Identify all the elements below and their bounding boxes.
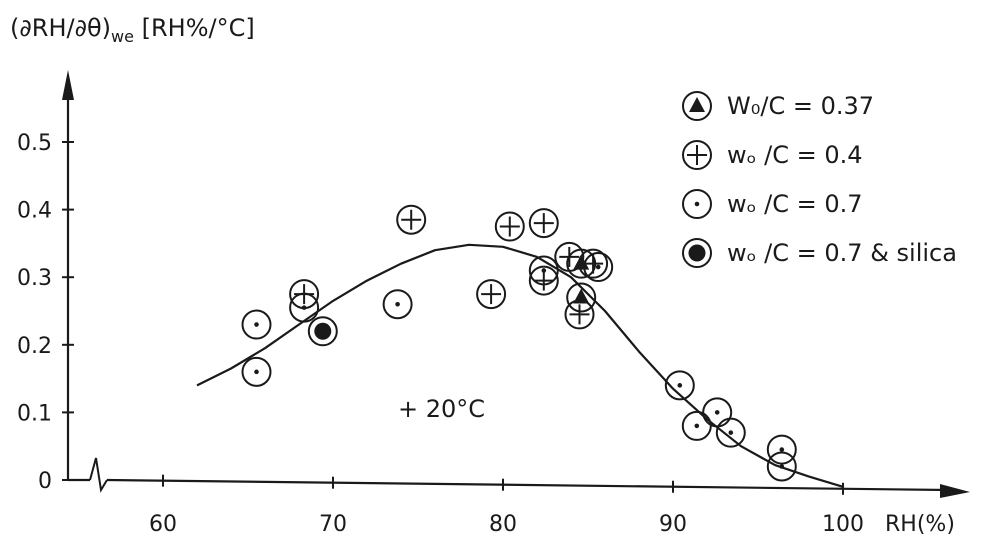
- data-point-plus: [528, 208, 559, 239]
- marker-dot: [595, 264, 601, 270]
- marker-ring: [554, 241, 585, 272]
- data-point-plus: [494, 211, 525, 242]
- data-point-dot: [681, 410, 712, 441]
- y-axis-label-unit: [RH%/°C]: [141, 14, 255, 42]
- legend: W₀/C = 0.37 wₒ /C = 0.4 wₒ /C = 0.7 wₒ /C =…: [682, 91, 957, 268]
- x-axis-line: [106, 478, 949, 492]
- data-point-dot: [664, 370, 695, 401]
- marker-dot: [714, 410, 720, 415]
- marker-ring: [241, 309, 272, 340]
- legend-label: wₒ /C = 0.7 & silica: [727, 239, 957, 267]
- data-point-filled: [307, 316, 338, 347]
- y-axis-label: (∂RH/∂θ)we [RH%/°C]: [10, 14, 255, 46]
- x-tick-label: 90: [659, 512, 687, 537]
- data-point-dot: [241, 309, 272, 340]
- y-axis-label-main: (∂RH/∂θ): [10, 14, 112, 42]
- marker-ring: [664, 370, 695, 401]
- marker-ring: [307, 316, 338, 347]
- marker-dot: [779, 464, 785, 469]
- data-point-plus: [564, 299, 595, 330]
- x-axis-break: [89, 457, 108, 493]
- marker-fill: [314, 322, 332, 340]
- data-point-dot: [241, 356, 272, 387]
- marker-ring: [528, 255, 559, 286]
- legend-label: W₀/C = 0.37: [727, 92, 874, 120]
- y-tick-label: 0.1: [17, 401, 52, 426]
- fit-curve-group: [196, 243, 844, 488]
- x-tick-label: 100: [822, 512, 864, 537]
- marker-dot: [694, 423, 700, 429]
- marker-ring: [682, 238, 712, 268]
- y-tick-label: 0.2: [17, 334, 52, 359]
- marker-ring: [682, 140, 712, 170]
- data-point-dot: [289, 292, 320, 323]
- marker-dot: [541, 268, 547, 273]
- data-points: [241, 204, 797, 482]
- data-point-dot: [766, 451, 797, 482]
- marker-ring: [682, 91, 712, 121]
- marker-ring: [564, 299, 595, 330]
- data-point-dot: [702, 397, 733, 428]
- axes: 0 0.1 0.2 0.3 0.4 0.5 60 70 80 90 100 RH(%): [17, 70, 970, 537]
- x-tick-label: 80: [489, 512, 517, 537]
- data-point-plus: [396, 204, 427, 235]
- data-point-dot: [715, 417, 746, 448]
- y-axis-label-subscript: we: [111, 26, 134, 46]
- x-tick-label: 70: [319, 512, 347, 537]
- legend-marker-triangle: [682, 91, 712, 121]
- x-axis-arrow: [940, 484, 970, 498]
- legend-marker-filled: [682, 238, 712, 268]
- marker-ring: [382, 289, 413, 320]
- legend-label: wₒ /C = 0.4: [727, 141, 863, 169]
- legend-marker-dot: [682, 189, 712, 219]
- marker-ring: [241, 356, 272, 387]
- data-point-dot: [528, 255, 559, 286]
- marker-ring: [682, 189, 712, 219]
- data-point-dot: [766, 434, 797, 465]
- marker-dot: [779, 447, 785, 452]
- marker-dot: [254, 369, 259, 375]
- data-point-plus: [578, 248, 609, 279]
- legend-marker-plus: [682, 140, 712, 170]
- y-tick-label: 0: [38, 469, 52, 494]
- marker-dot: [395, 301, 400, 307]
- y-axis-arrow: [62, 70, 74, 100]
- marker-fill: [688, 244, 706, 262]
- data-point-plus: [476, 279, 507, 310]
- marker-ring: [528, 208, 559, 239]
- marker-ring: [528, 265, 559, 296]
- marker-dot: [728, 430, 734, 435]
- marker-ring: [494, 211, 525, 242]
- marker-triangle: [689, 97, 705, 112]
- legend-label: wₒ /C = 0.7: [727, 190, 863, 218]
- marker-ring: [766, 451, 797, 482]
- x-axis-label: RH(%): [885, 512, 955, 537]
- y-tick-label: 0.3: [17, 266, 52, 291]
- marker-ring: [583, 252, 614, 283]
- marker-ring: [289, 292, 320, 323]
- marker-ring: [566, 282, 597, 313]
- marker-ring: [396, 204, 427, 235]
- marker-ring: [476, 279, 507, 310]
- marker-dot: [677, 383, 683, 388]
- data-point-plus: [554, 241, 585, 272]
- marker-ring: [578, 248, 609, 279]
- data-point-dot: [583, 252, 614, 283]
- marker-dot: [301, 305, 307, 310]
- marker-ring: [766, 434, 797, 465]
- y-tick-label: 0.5: [17, 131, 52, 156]
- temperature-annotation: + 20°C: [398, 395, 485, 423]
- marker-ring: [715, 417, 746, 448]
- marker-dot: [694, 201, 700, 207]
- y-tick-label: 0.4: [17, 199, 52, 224]
- fit-curve: [196, 243, 844, 488]
- x-tick-label: 60: [149, 512, 177, 537]
- data-point-plus: [528, 265, 559, 296]
- marker-dot: [254, 322, 259, 327]
- data-point-dot: [382, 289, 413, 320]
